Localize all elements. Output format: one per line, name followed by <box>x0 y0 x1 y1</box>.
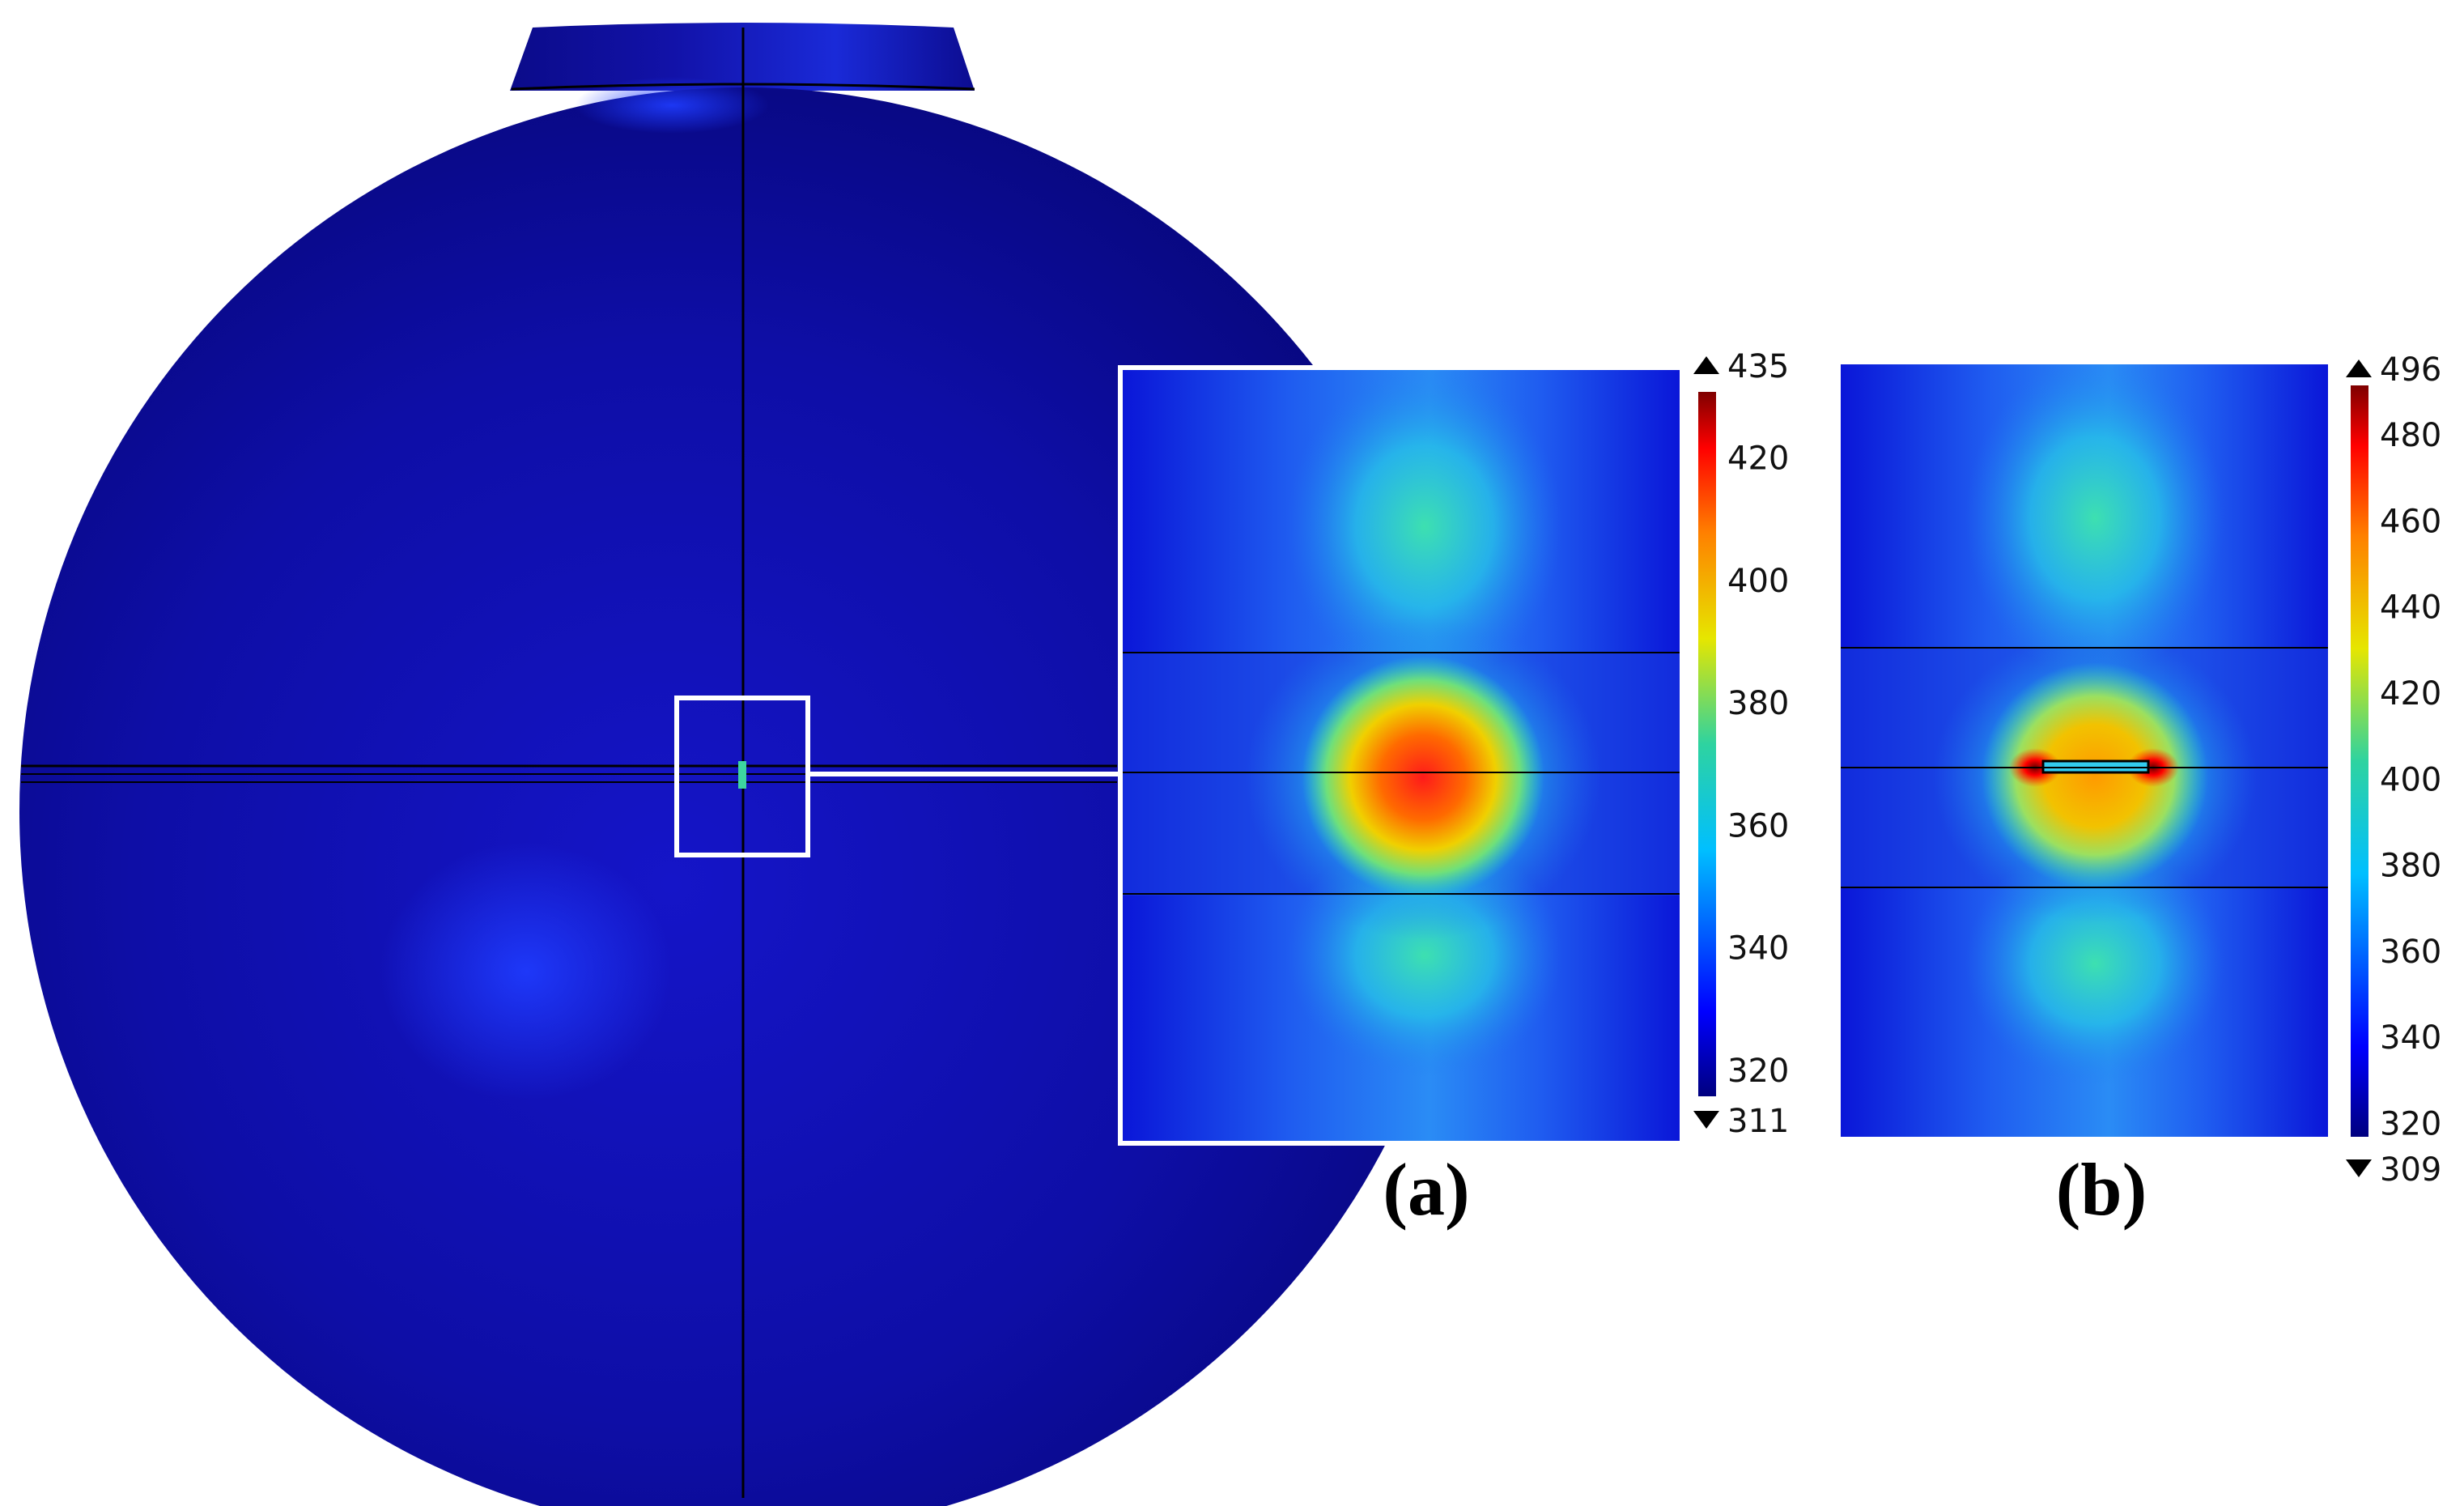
colorbar-a-gradient <box>1698 392 1716 1096</box>
colorbar-a-tick-label: 360 <box>1727 807 1789 844</box>
colorbar-b-ticks: 480 460 440 420 400 380 360 340 320 <box>2380 417 2441 1142</box>
sphere-model <box>19 23 1467 1506</box>
colorbar-a-tick-label: 420 <box>1727 440 1789 477</box>
colorbar-b-max-arrow <box>2346 359 2372 377</box>
colorbar-a-min-label: 311 <box>1727 1103 1789 1140</box>
panel-label-b: (b) <box>2056 1148 2147 1231</box>
panel-b-warm-region <box>1982 662 2208 889</box>
panel-b-upper-plume <box>1965 364 2224 680</box>
heatmap-panel-b <box>1841 364 2328 1137</box>
colorbar-b-max-label: 496 <box>2380 351 2441 389</box>
colorbar-b-tick-label: 400 <box>2380 761 2441 798</box>
colorbar-a-tick-label: 320 <box>1727 1053 1789 1090</box>
colorbar-b-tick-label: 480 <box>2380 417 2441 454</box>
heatmap-panel-a <box>1118 365 1684 1146</box>
colorbar-a-max-arrow <box>1693 356 1719 374</box>
colorbar-b: 496 309 480 460 440 420 400 380 360 340 320 <box>2346 351 2441 1189</box>
panel-label-a: (a) <box>1383 1148 1469 1231</box>
colorbar-b-min-label: 309 <box>2380 1151 2441 1189</box>
panel-a-hotspot <box>1302 656 1544 899</box>
colorbar-b-tick-label: 460 <box>2380 503 2441 540</box>
colorbar-b-min-arrow <box>2346 1159 2372 1177</box>
panel-a-border <box>1118 365 1684 1146</box>
colorbar-a: 435 311 420 400 380 360 340 320 <box>1693 348 1789 1140</box>
colorbar-b-tick-label: 360 <box>2380 934 2441 971</box>
neck-highlight <box>575 77 769 134</box>
colorbar-b-tick-label: 340 <box>2380 1019 2441 1057</box>
colorbar-a-ticks: 420 400 380 360 340 320 <box>1727 440 1789 1089</box>
colorbar-b-tick-label: 320 <box>2380 1106 2441 1143</box>
colorbar-a-tick-label: 400 <box>1727 563 1789 600</box>
panel-a-upper-plume <box>1287 369 1562 688</box>
colorbar-a-tick-label: 380 <box>1727 685 1789 722</box>
colorbar-a-max-label: 435 <box>1727 348 1789 385</box>
colorbar-a-tick-label: 340 <box>1727 930 1789 968</box>
colorbar-b-gradient <box>2351 385 2368 1137</box>
implant-marker <box>738 761 746 789</box>
colorbar-b-tick-label: 380 <box>2380 848 2441 885</box>
sphere-highlight <box>380 842 672 1101</box>
colorbar-a-min-arrow <box>1693 1111 1719 1129</box>
colorbar-b-tick-label: 440 <box>2380 589 2441 627</box>
colorbar-b-tick-label: 420 <box>2380 675 2441 713</box>
